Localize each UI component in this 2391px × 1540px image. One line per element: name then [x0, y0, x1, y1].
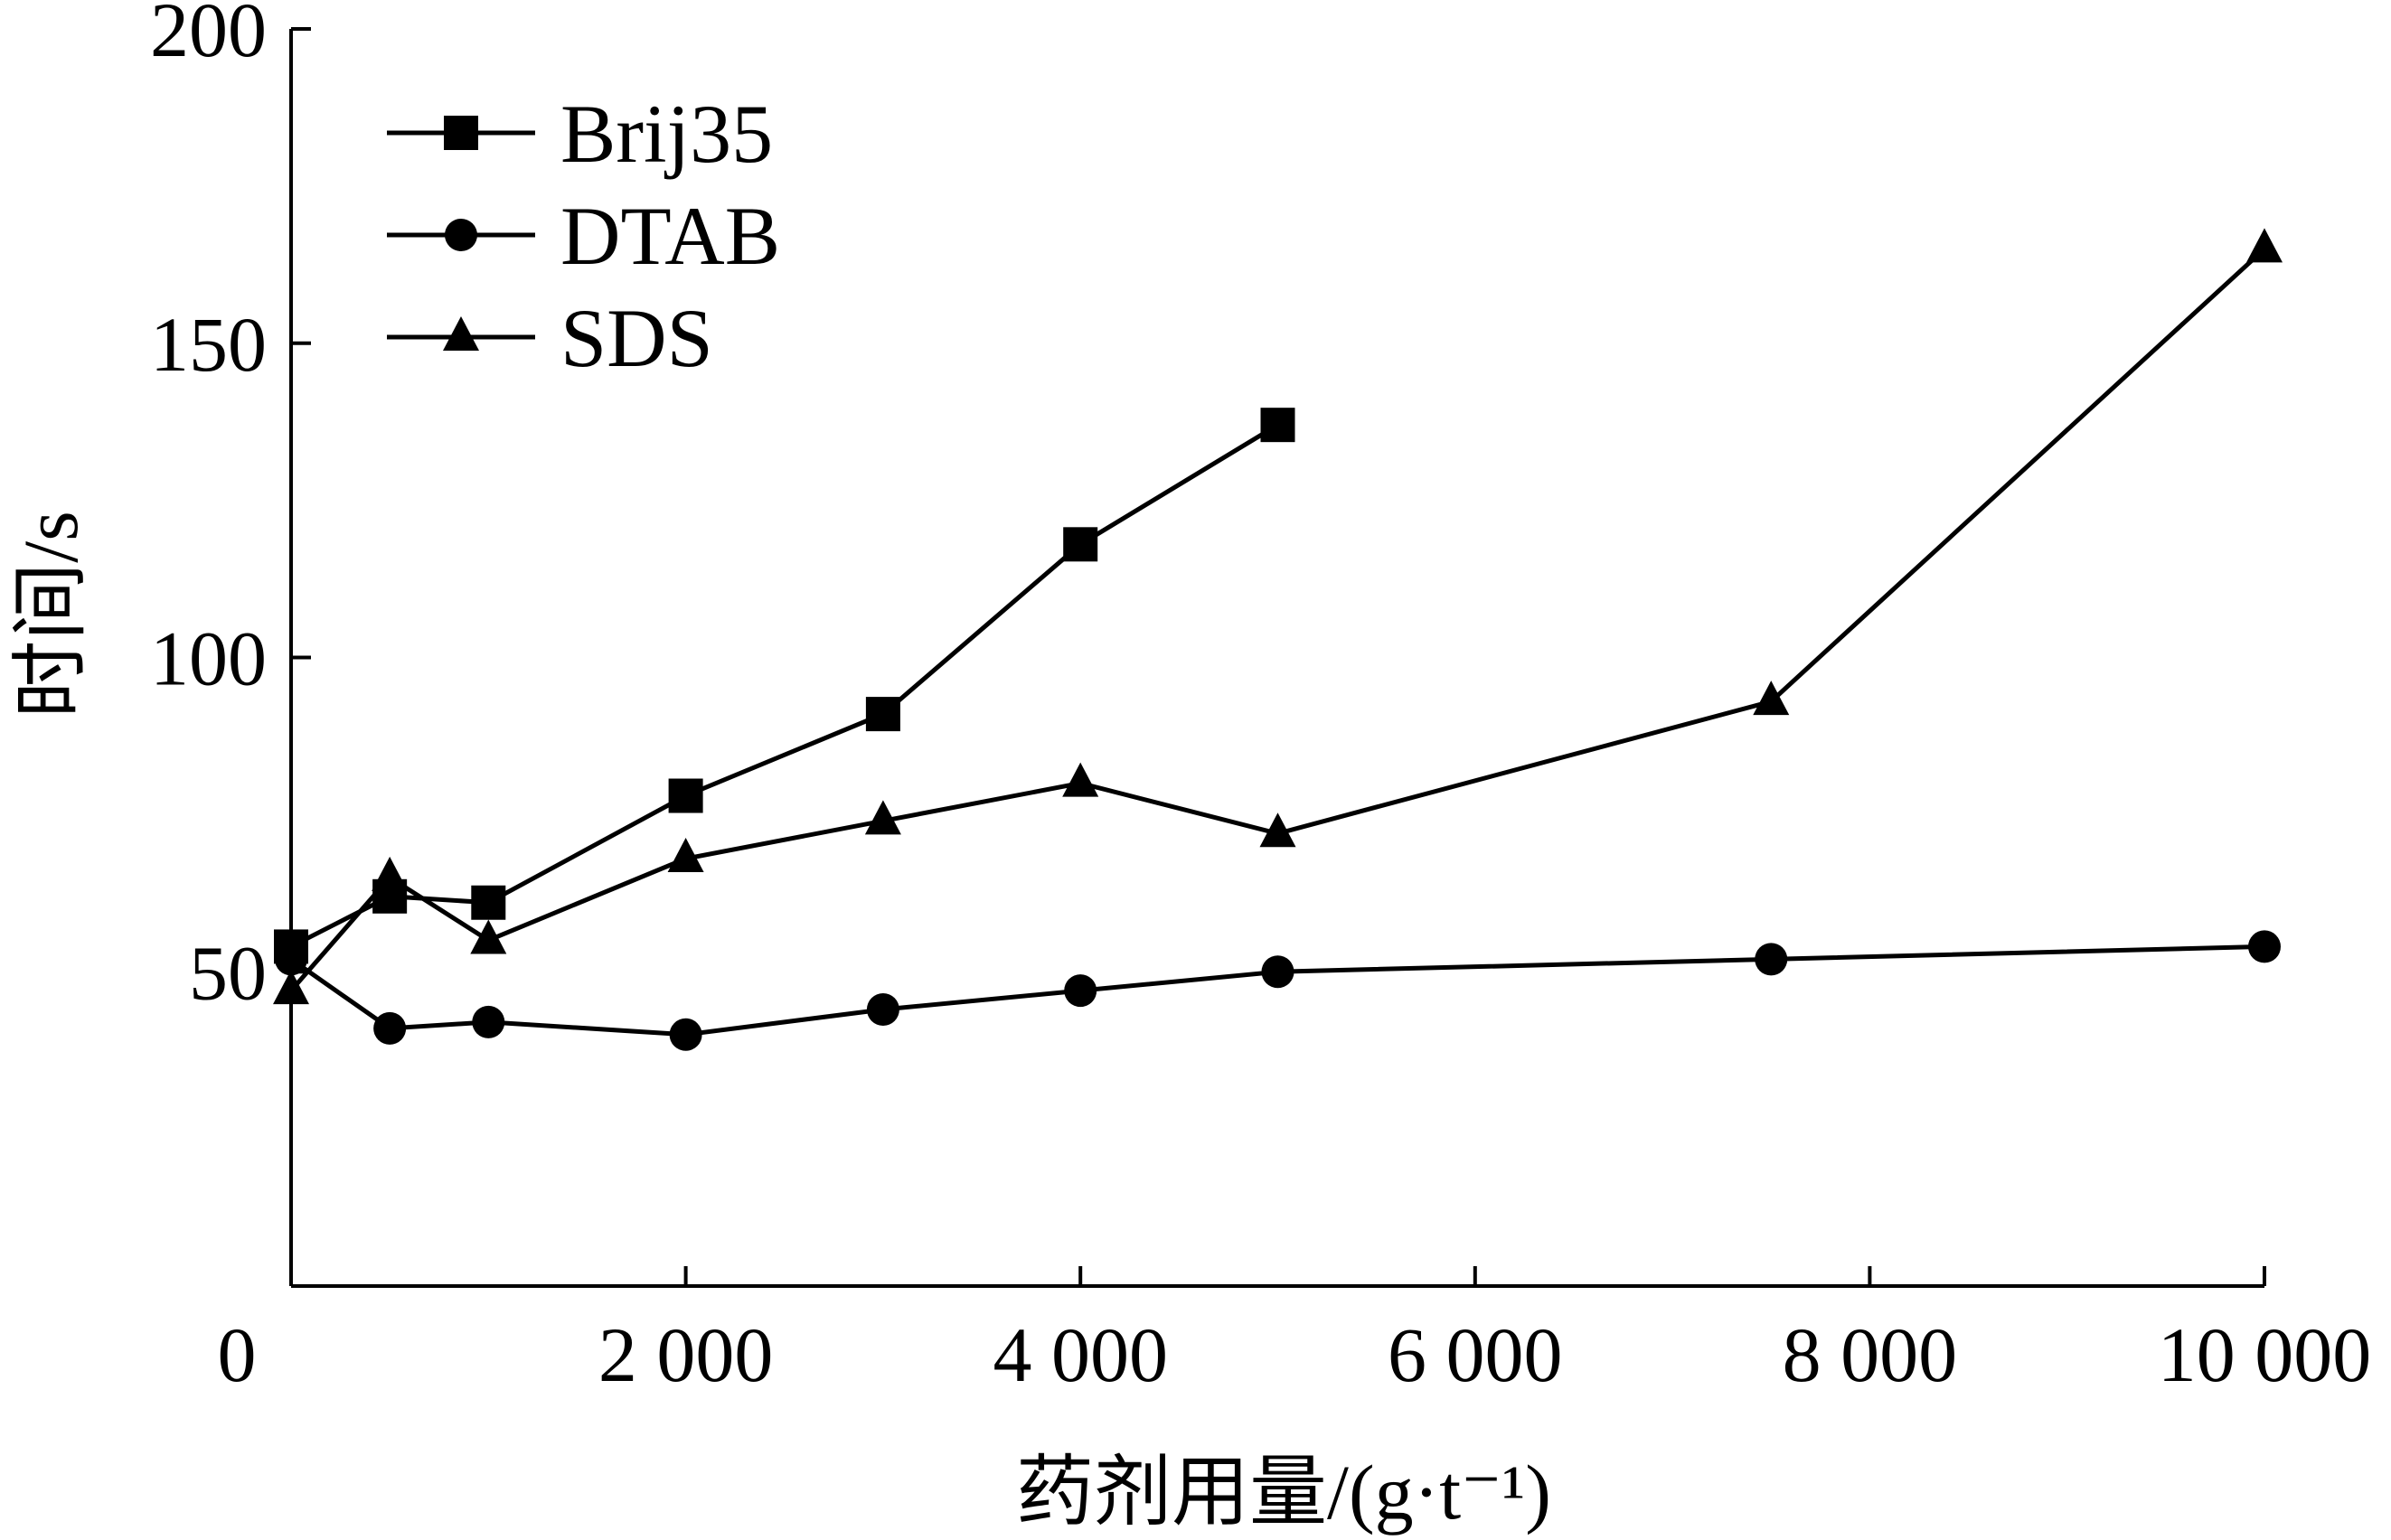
data-point-brij35	[668, 778, 703, 813]
x-tick-label: 6 000	[1388, 1311, 1563, 1398]
data-point-sds	[2246, 228, 2283, 263]
data-point-dtab	[669, 1018, 702, 1051]
data-point-sds	[372, 856, 409, 891]
data-point-brij35	[865, 697, 900, 732]
series-brij35	[274, 408, 1295, 964]
y-axis-title: 时间/s	[7, 511, 94, 718]
x-tick-label: 2 000	[598, 1311, 774, 1398]
legend-item-sds: SDS	[387, 292, 713, 384]
data-point-brij35	[1260, 408, 1295, 443]
data-point-sds	[1062, 762, 1099, 797]
data-point-sds	[273, 970, 309, 1005]
data-point-dtab	[2248, 930, 2281, 963]
legend-item-dtab: DTAB	[387, 190, 780, 282]
legend-marker-brij35	[444, 116, 478, 150]
data-point-sds	[864, 800, 901, 835]
x-axis-title: 药剂用量/(g·t⁻¹)	[1016, 1449, 1551, 1535]
data-point-sds	[1259, 812, 1296, 848]
series-sds	[273, 228, 2283, 1005]
legend-item-brij35: Brij35	[387, 88, 773, 180]
data-point-dtab	[373, 1011, 407, 1045]
y-tick-label: 150	[150, 301, 267, 388]
x-tick-label: 0	[218, 1311, 257, 1398]
series-dtab	[275, 930, 2281, 1051]
series-layer	[273, 228, 2283, 1051]
data-point-sds	[1753, 681, 1790, 716]
data-point-dtab	[1064, 974, 1097, 1008]
data-point-dtab	[866, 992, 899, 1026]
legend-marker-sds	[443, 316, 479, 351]
data-point-dtab	[1261, 955, 1294, 989]
legend: Brij35 DTAB SDS	[387, 88, 780, 384]
x-tick-label: 8 000	[1783, 1311, 1958, 1398]
data-point-brij35	[471, 885, 506, 920]
data-point-dtab	[472, 1005, 505, 1038]
data-point-dtab	[275, 943, 307, 976]
data-point-sds	[470, 919, 507, 954]
legend-label-sds: SDS	[560, 292, 713, 384]
data-point-dtab	[1755, 943, 1788, 976]
series-line-brij35	[289, 423, 1279, 949]
ticks: 0 2 000 4 000 6 000 8 000 10 000 50 100 150 200	[150, 0, 2371, 1398]
y-tick-label: 200	[150, 0, 267, 73]
data-point-sds	[667, 838, 704, 873]
legend-label-dtab: DTAB	[560, 190, 780, 282]
y-tick-label: 100	[150, 615, 267, 702]
y-tick-label: 50	[189, 929, 267, 1016]
legend-label-brij35: Brij35	[560, 88, 773, 180]
data-point-brij35	[1063, 527, 1098, 562]
legend-marker-dtab	[445, 219, 477, 251]
x-tick-label: 10 000	[2158, 1311, 2372, 1398]
x-tick-label: 4 000	[993, 1311, 1168, 1398]
